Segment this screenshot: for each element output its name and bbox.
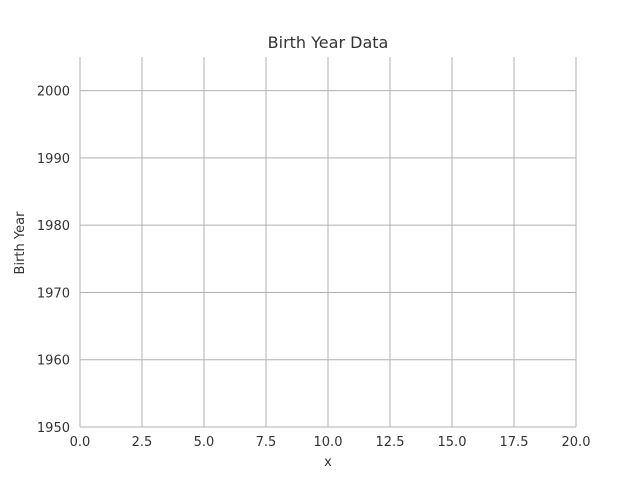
y-tick-label: 1950: [37, 421, 70, 436]
x-tick-label: 17.5: [500, 435, 529, 450]
x-tick-label: 2.5: [132, 435, 153, 450]
y-tick-label: 2000: [37, 85, 70, 100]
y-tick-label: 1970: [37, 286, 70, 301]
y-tick-label: 1960: [37, 354, 70, 369]
x-tick-label: 15.0: [438, 435, 467, 450]
x-tick-label: 12.5: [376, 435, 405, 450]
y-axis-ticks: 1950 1960 1970 1980 1990 2000: [37, 85, 70, 436]
y-tick-label: 1990: [37, 152, 70, 167]
y-axis-label: Birth Year: [13, 211, 28, 275]
x-axis-ticks: 0.0 2.5 5.0 7.5 10.0 12.5 15.0 17.5 20.0: [70, 435, 591, 450]
y-tick-label: 1980: [37, 219, 70, 234]
x-tick-label: 7.5: [256, 435, 277, 450]
x-axis-label: x: [324, 455, 332, 470]
x-tick-label: 20.0: [562, 435, 591, 450]
x-tick-label: 5.0: [194, 435, 215, 450]
x-tick-label: 0.0: [70, 435, 91, 450]
grid-layer: [79, 57, 577, 428]
x-tick-label: 10.0: [314, 435, 343, 450]
chart-title: Birth Year Data: [268, 33, 389, 52]
